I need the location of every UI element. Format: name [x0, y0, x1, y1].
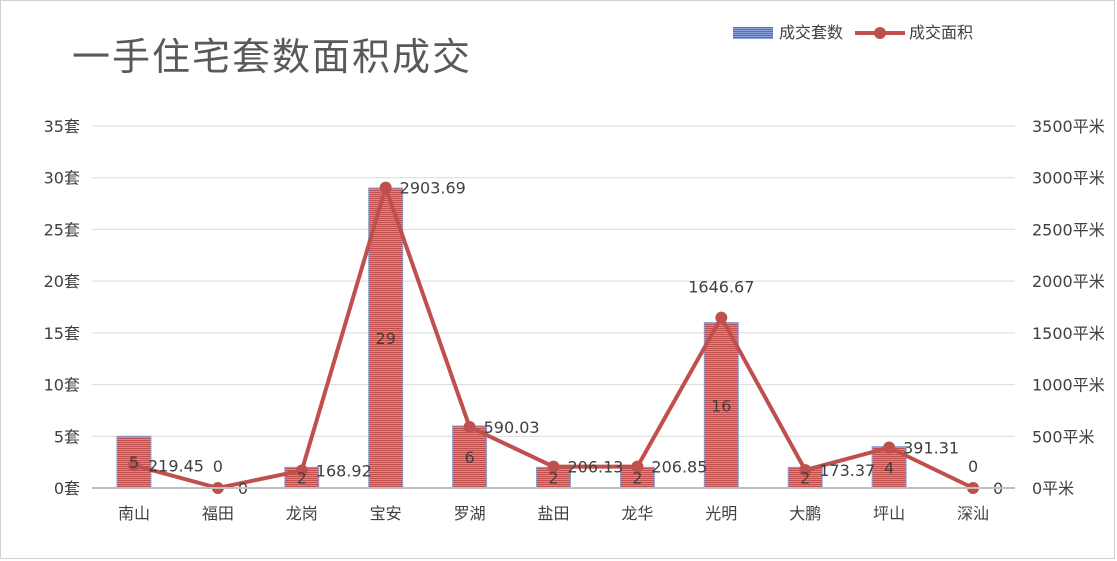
- line-data-label: 391.31: [903, 439, 959, 458]
- chart-title: 一手住宅套数面积成交: [72, 35, 473, 79]
- bar-data-label: 29: [376, 329, 396, 348]
- right-axis-tick-label: 500平米: [1032, 427, 1095, 446]
- left-axis-tick-label: 30套: [44, 169, 80, 188]
- x-axis-category-label: 盐田: [537, 504, 569, 523]
- bar-data-label: 2: [297, 469, 307, 488]
- right-axis-tick-label: 2000平米: [1032, 272, 1105, 291]
- line-point: [547, 460, 560, 473]
- line-data-label: 219.45: [148, 456, 204, 475]
- bar-data-label: 2: [632, 469, 642, 488]
- line-point: [715, 311, 728, 324]
- bar-data-label: 0: [968, 457, 978, 476]
- left-axis-tick-label: 25套: [44, 220, 80, 239]
- x-axis-category-label: 宝安: [370, 504, 402, 523]
- line-data-label: 206.13: [568, 458, 624, 477]
- bar: [703, 322, 739, 489]
- line-point: [799, 464, 812, 477]
- x-axis-category-label: 罗湖: [454, 504, 486, 523]
- x-axis-category-label: 龙岗: [286, 504, 318, 523]
- line-data-label: 2903.69: [400, 179, 466, 198]
- line-data-label: 590.03: [484, 418, 540, 437]
- line-point: [127, 459, 140, 472]
- x-axis-category-label: 龙华: [621, 504, 653, 523]
- right-axis-tick-label: 1500平米: [1032, 324, 1105, 343]
- x-axis-category-label: 坪山: [873, 504, 905, 523]
- bar-data-label: 6: [464, 448, 474, 467]
- left-axis-tick-label: 5套: [54, 427, 80, 446]
- left-axis-tick-label: 0套: [54, 479, 80, 498]
- left-axis-tick-label: 15套: [44, 324, 80, 343]
- x-axis-category-label: 南山: [118, 504, 150, 523]
- legend-bar-swatch: [733, 27, 773, 39]
- left-axis-tick-label: 35套: [44, 117, 80, 136]
- legend-item-line: 成交面积: [855, 22, 973, 44]
- line-point: [379, 181, 392, 194]
- bar-data-label: 2: [548, 469, 558, 488]
- bar-data-label: 2: [800, 469, 810, 488]
- right-axis-tick-label: 2500平米: [1032, 220, 1105, 239]
- right-axis-tick-label: 3500平米: [1032, 117, 1105, 136]
- left-axis-tick-label: 20套: [44, 272, 80, 291]
- legend-line-swatch: [855, 27, 905, 39]
- line-data-label: 206.85: [651, 458, 707, 477]
- bar-data-label: 5: [129, 453, 139, 472]
- x-axis-category-label: 光明: [705, 504, 737, 523]
- line-data-label: 173.37: [819, 461, 875, 480]
- legend-item-bar: 成交套数: [733, 22, 843, 44]
- bar-data-label: 4: [884, 458, 894, 477]
- right-axis-tick-label: 1000平米: [1032, 376, 1105, 395]
- right-axis-tick-label: 0平米: [1032, 479, 1074, 498]
- x-axis-category-label: 福田: [202, 504, 234, 523]
- line-point: [631, 460, 644, 473]
- line-data-label: 1646.67: [688, 278, 754, 297]
- bar-data-label: 16: [711, 396, 731, 415]
- x-axis-category-label: 大鹏: [789, 504, 821, 523]
- bar-data-label: 0: [213, 457, 223, 476]
- line-series-path: [133, 185, 974, 490]
- line-point: [463, 420, 476, 433]
- line-point: [295, 464, 308, 477]
- line-point: [883, 441, 896, 454]
- line-data-label: 168.92: [316, 462, 372, 481]
- legend-line-label: 成交面积: [909, 23, 974, 42]
- legend-bar-label: 成交套数: [779, 23, 844, 42]
- left-axis-tick-label: 10套: [44, 376, 80, 395]
- x-axis-category-label: 深汕: [957, 504, 989, 523]
- right-axis-tick-label: 3000平米: [1032, 169, 1105, 188]
